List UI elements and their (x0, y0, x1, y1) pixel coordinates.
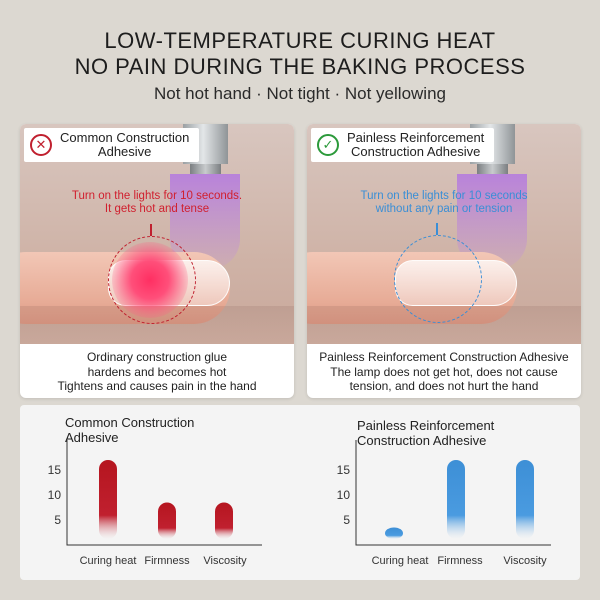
badge-label: Common Construction Adhesive (60, 130, 190, 159)
bar (385, 527, 403, 539)
common-adhesive-card: Turn on the lights for 10 seconds. It ge… (20, 124, 294, 398)
bar (447, 460, 465, 539)
headline-line-2: NO PAIN DURING THE BAKING PROCESS (74, 54, 526, 79)
cross-icon: ✕ (30, 134, 52, 156)
category-label: Viscosity (203, 555, 247, 567)
photo-note: Turn on the lights for 10 seconds withou… (360, 190, 528, 215)
heat-ring (108, 236, 196, 324)
uv-lamp-neck (477, 164, 508, 174)
chart-title-common: Common Construction Adhesive (65, 415, 195, 445)
category-label: Curing heat (372, 555, 429, 567)
comparison-charts-panel: Common Construction Adhesive Painless Re… (20, 405, 580, 580)
y-tick-label: 5 (343, 513, 350, 527)
subtitle: Not hot hand · Not tight · Not yellowing (154, 84, 446, 103)
comparison-charts: 5 10 15 Curing heat Firmness Viscosity 5 10 15 Cu… (48, 440, 551, 567)
y-tick-label: 5 (54, 513, 61, 527)
painless-adhesive-photo: Turn on the lights for 10 seconds withou… (307, 124, 581, 344)
chart-axis (355, 440, 551, 546)
photo-note: Turn on the lights for 10 seconds. It ge… (71, 190, 243, 215)
chart-title-painless: Painless Reinforcement Construction Adhe… (357, 418, 495, 448)
y-tick-label: 10 (337, 488, 351, 502)
painless-adhesive-badge: ✓ Painless Reinforcement Construction Ad… (311, 128, 495, 162)
bar (99, 460, 117, 539)
uv-lamp-neck (190, 164, 221, 174)
category-label: Firmness (437, 555, 483, 567)
bar (158, 502, 176, 539)
bar (516, 460, 534, 539)
card-description: Ordinary construction glue hardens and b… (57, 350, 257, 393)
card-description: Painless Reinforcement Construction Adhe… (319, 350, 569, 393)
y-tick-label: 15 (337, 463, 351, 477)
y-tick-label: 15 (48, 463, 62, 477)
y-tick-label: 10 (48, 488, 62, 502)
painless-adhesive-card: Turn on the lights for 10 seconds withou… (307, 124, 581, 398)
common-adhesive-badge: ✕ Common Construction Adhesive (24, 128, 200, 162)
chart-axis (66, 440, 262, 546)
comfort-pointer (436, 223, 438, 235)
comfort-ring (394, 235, 482, 323)
category-label: Firmness (144, 555, 190, 567)
check-icon: ✓ (317, 134, 339, 156)
badge-label: Painless Reinforcement Construction Adhe… (347, 130, 485, 159)
category-label: Viscosity (503, 555, 547, 567)
headline-line-1: LOW-TEMPERATURE CURING HEAT (104, 28, 496, 53)
heat-pointer (150, 224, 152, 236)
common-adhesive-photo: Turn on the lights for 10 seconds. It ge… (20, 124, 294, 344)
category-label: Curing heat (80, 555, 137, 567)
bar (215, 502, 233, 539)
